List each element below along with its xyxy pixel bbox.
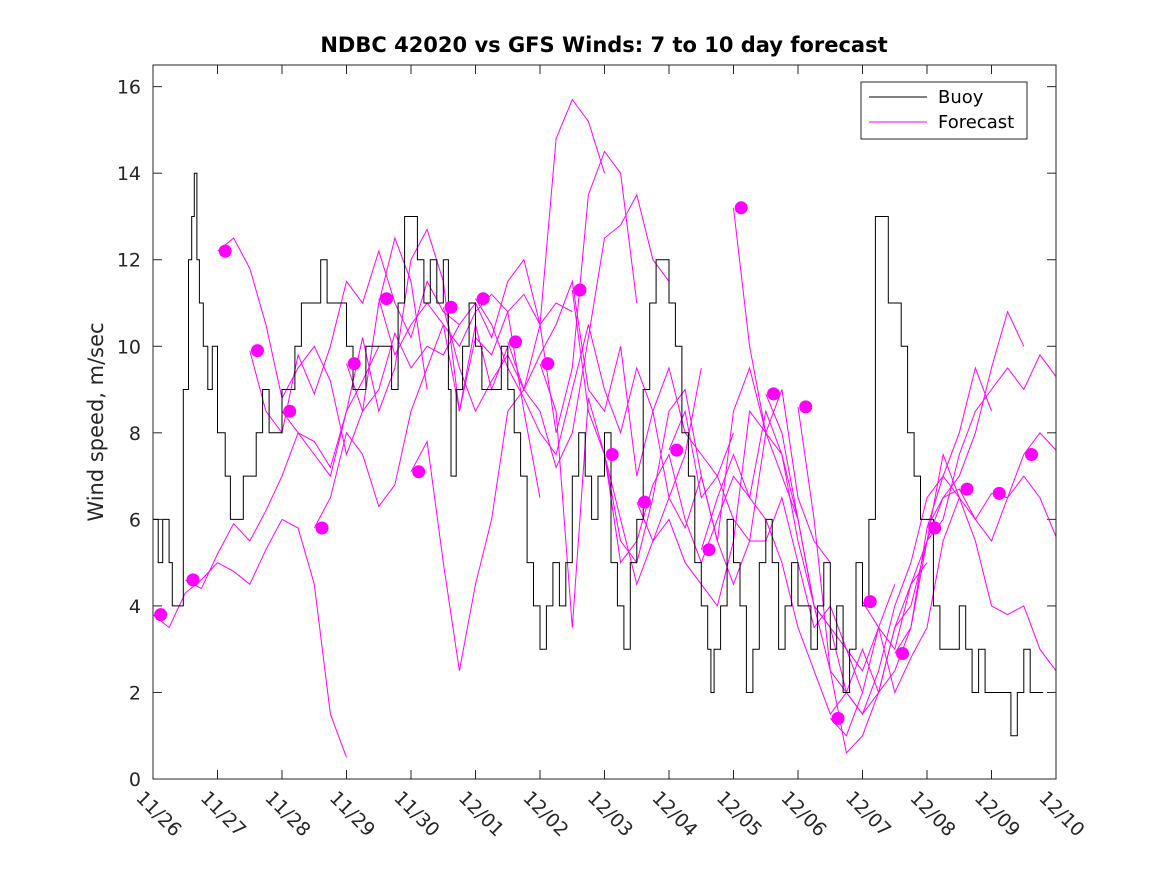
forecast-start-marker	[638, 495, 651, 509]
legend-forecast-label: Forecast	[938, 112, 1014, 133]
y-tick-label: 14	[117, 163, 141, 185]
forecast-line	[442, 193, 670, 469]
forecast-start-marker	[444, 300, 458, 314]
forecast-start-marker	[734, 201, 748, 215]
forecast-line	[539, 363, 767, 628]
chart-title: NDBC 42020 vs GFS Winds: 7 to 10 day for…	[320, 33, 887, 57]
forecast-line	[604, 389, 831, 608]
forecast-line	[378, 98, 605, 412]
forecast-start-marker	[509, 335, 522, 349]
legend: Buoy Forecast	[860, 81, 1028, 140]
forecast-start-marker	[218, 244, 232, 258]
forecast-start-marker	[670, 443, 684, 457]
forecast-line	[894, 475, 1057, 672]
plot-area	[153, 65, 1056, 779]
y-tick-label: 16	[117, 77, 141, 99]
forecast-line	[765, 366, 992, 716]
forecast-start-marker	[380, 292, 393, 306]
forecast-line	[829, 353, 1057, 737]
forecast-start-marker	[605, 448, 619, 461]
y-tick-label: 12	[117, 250, 141, 272]
forecast-line	[346, 258, 573, 413]
forecast-start-marker	[412, 465, 426, 479]
y-tick-label: 0	[129, 769, 141, 791]
buoy-series-line	[153, 172, 1044, 737]
legend-box	[860, 81, 1028, 140]
forecast-line	[152, 518, 347, 758]
forecast-line	[926, 475, 1057, 537]
forecast-start-marker	[960, 482, 974, 496]
forecast-start-marker	[863, 595, 877, 609]
forecast-start-marker	[573, 283, 587, 297]
forecast-start-marker	[896, 647, 909, 660]
y-axis-label: Wind speed, m/sec	[84, 322, 108, 521]
y-tick-label: 6	[129, 509, 141, 531]
forecast-start-marker	[154, 608, 168, 622]
forecast-line	[475, 298, 702, 500]
forecast-start-marker	[541, 357, 555, 371]
y-tick-label: 8	[129, 423, 141, 445]
y-tick-labels: 0 2 4 6 8 10 12 14 16	[117, 77, 141, 791]
forecast-start-marker	[251, 344, 264, 358]
forecast-start-marker	[315, 521, 329, 535]
forecast-start-marker	[799, 400, 813, 414]
forecast-start-marker	[1025, 448, 1038, 461]
axes-box	[152, 64, 1057, 780]
forecast-start-marker	[476, 292, 490, 306]
forecast-line	[281, 228, 509, 478]
forecast-line	[313, 293, 541, 529]
forecast-start-marker	[831, 711, 845, 725]
forecast-start-marker	[702, 543, 716, 557]
forecast-start-marker	[186, 573, 200, 587]
forecast-start-marker	[767, 387, 780, 401]
forecast-start-marker	[283, 404, 297, 418]
forecast-line	[249, 249, 460, 434]
forecast-line	[217, 236, 428, 457]
forecast-line	[571, 289, 799, 565]
forecast-start-marker	[347, 357, 361, 371]
forecast-line	[797, 310, 1025, 755]
buoy-line	[153, 172, 1044, 737]
forecast-markers	[154, 201, 1038, 725]
legend-buoy-label: Buoy	[938, 87, 984, 108]
forecast-start-marker	[992, 486, 1006, 500]
y-tick-label: 2	[129, 682, 141, 704]
y-tick-label: 4	[129, 596, 141, 618]
y-tick-label: 10	[117, 336, 141, 358]
forecast-start-marker	[928, 521, 942, 535]
